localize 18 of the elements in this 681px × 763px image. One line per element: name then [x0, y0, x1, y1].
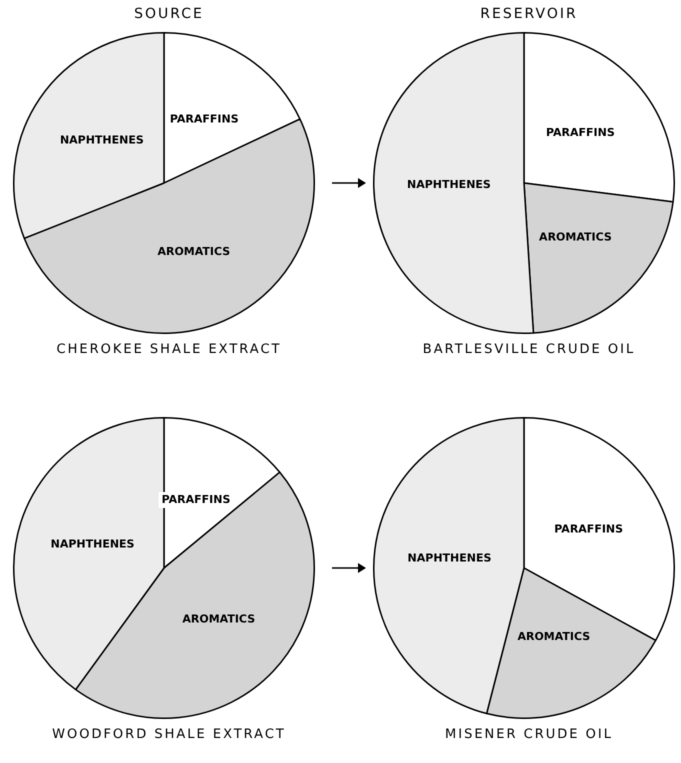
text: SOURCE [134, 6, 204, 22]
slice-label: NAPHTHENES [50, 538, 135, 551]
slice-label: AROMATICS [182, 612, 256, 626]
slice-label: AROMATICS [157, 244, 230, 258]
text: MISENER CRUDE OIL [444, 727, 614, 742]
slice-label: PARAFFINS [554, 522, 624, 536]
text: RESERVOIR [480, 6, 578, 22]
slice-label: AROMATICS [539, 230, 612, 244]
text: BARTLESVILLE CRUDE OIL [422, 342, 636, 357]
slice-label: AROMATICS [517, 630, 590, 643]
slice-label: PARAFFINS [162, 492, 230, 506]
slice-label: NAPHTHENES [406, 178, 491, 192]
slice-label: PARAFFINS [546, 126, 615, 140]
slice-label: PARAFFINS [170, 112, 239, 126]
text: WOODFORD SHALE EXTRACT [51, 727, 287, 742]
slice-label: NAPHTHENES [60, 134, 144, 147]
slice-label: NAPHTHENES [408, 551, 492, 564]
text: CHEROKEE SHALE EXTRACT [56, 342, 282, 357]
